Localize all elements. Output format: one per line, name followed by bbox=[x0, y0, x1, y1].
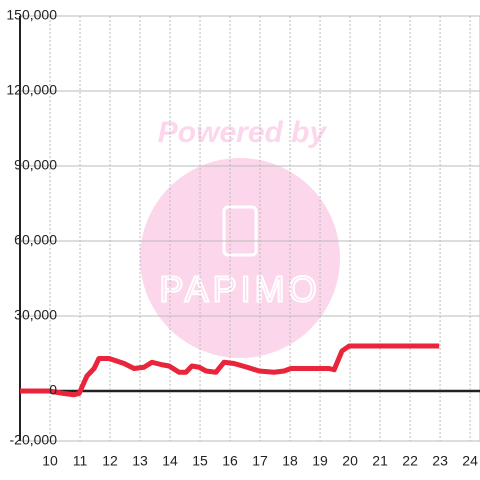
x-tick-label: 15 bbox=[192, 453, 208, 469]
x-tick-label: 19 bbox=[312, 453, 328, 469]
watermark-logo: PAPIMO bbox=[159, 269, 320, 310]
y-tick-label: 0 bbox=[49, 382, 57, 398]
x-tick-label: 23 bbox=[432, 453, 448, 469]
x-tick-label: 22 bbox=[402, 453, 418, 469]
x-tick-label: 13 bbox=[132, 453, 148, 469]
grid bbox=[19, 15, 480, 442]
y-tick-label: 120,000 bbox=[6, 82, 57, 98]
x-tick-label: 14 bbox=[162, 453, 178, 469]
x-tick-label: 11 bbox=[73, 453, 88, 469]
x-tick-label: 18 bbox=[282, 453, 298, 469]
x-tick-label: 17 bbox=[252, 453, 268, 469]
x-tick-label: 24 bbox=[462, 453, 478, 469]
y-tick-label: 30,000 bbox=[14, 307, 57, 323]
watermark-icon bbox=[222, 205, 258, 257]
x-tick-label: 20 bbox=[342, 453, 358, 469]
x-tick-label: 21 bbox=[372, 453, 388, 469]
labels: -20,000 0 30,000 60,000 90,000 120,000 150,000… bbox=[6, 7, 478, 469]
y-tick-label: -20,000 bbox=[10, 432, 58, 448]
y-tick-label: 90,000 bbox=[14, 157, 57, 173]
x-tick-label: 12 bbox=[102, 453, 118, 469]
y-tick-label: 150,000 bbox=[6, 7, 57, 23]
x-tick-label: 10 bbox=[42, 453, 58, 469]
watermark-text: Powered by bbox=[158, 116, 328, 149]
y-tick-label: 60,000 bbox=[14, 232, 57, 248]
line-series bbox=[20, 343, 440, 398]
marks bbox=[20, 343, 440, 398]
x-tick-label: 16 bbox=[222, 453, 238, 469]
